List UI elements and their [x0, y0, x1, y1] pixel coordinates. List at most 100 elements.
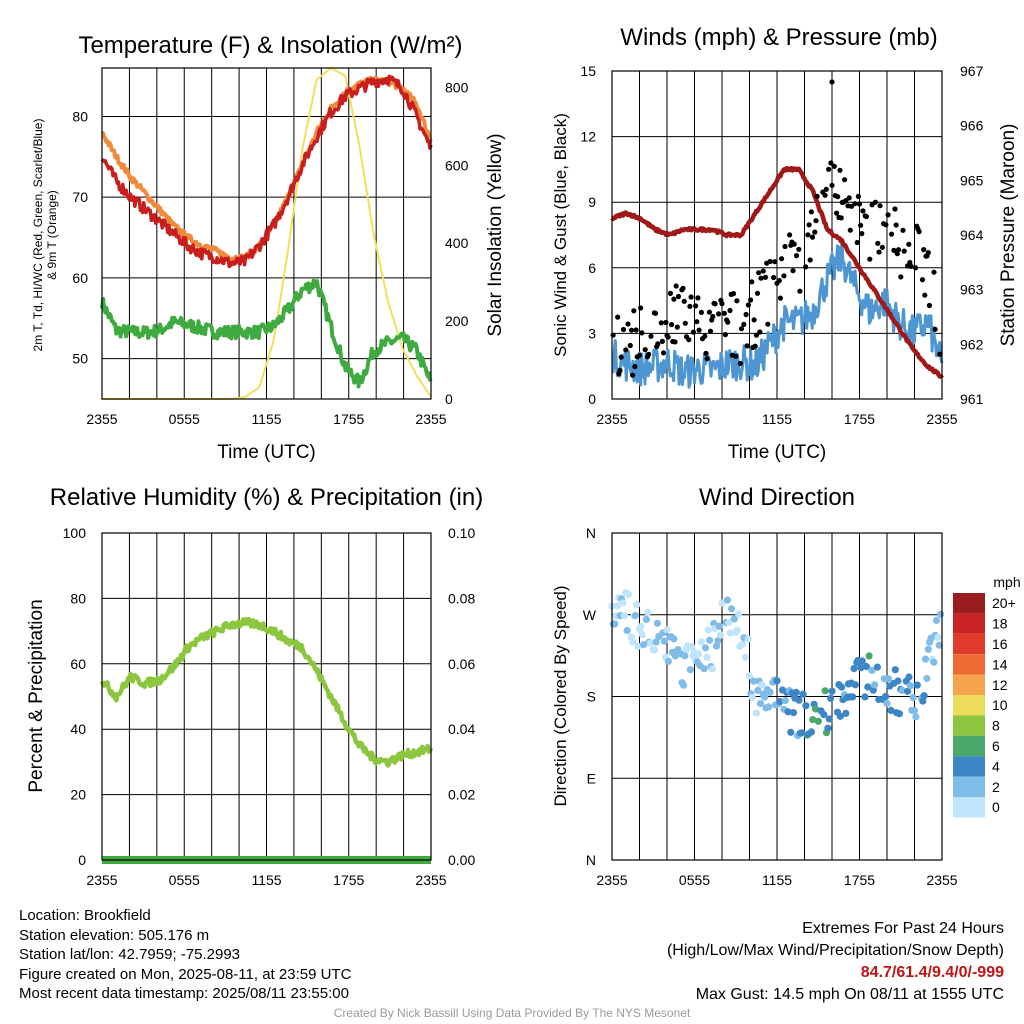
direction-point — [868, 666, 876, 675]
temp-plot-border — [101, 67, 432, 400]
direction-point — [776, 698, 784, 706]
direction-point — [869, 686, 877, 694]
gust-point — [690, 329, 697, 335]
gust-point — [860, 208, 866, 214]
direction-point — [756, 699, 765, 708]
dir-ytick-label: E — [587, 770, 596, 786]
temp-xtick-label: 1755 — [333, 411, 364, 427]
dir-xtick-label: 2355 — [596, 872, 627, 888]
colorbar-label: 20+ — [992, 595, 1016, 611]
direction-point — [695, 650, 703, 658]
direction-point — [726, 629, 734, 637]
gust-point — [737, 360, 743, 367]
direction-point — [642, 615, 651, 624]
direction-point — [634, 642, 642, 650]
direction-point — [611, 620, 619, 628]
wind-ytick-label: 15 — [580, 63, 596, 79]
gust-point — [847, 227, 853, 233]
direction-point — [739, 640, 747, 648]
direction-point — [919, 697, 927, 705]
precip-ytick-label: 0.00 — [448, 852, 475, 868]
direction-point — [679, 681, 688, 689]
gust-point — [777, 295, 784, 301]
dewpoint-line — [100, 278, 433, 389]
gust-point — [734, 298, 740, 304]
gust-point — [895, 247, 902, 253]
direction-point — [895, 710, 904, 718]
precip-ytick-label: 0.08 — [448, 590, 475, 606]
direction-point — [631, 611, 640, 620]
direction-point — [703, 653, 711, 662]
direction-point — [883, 699, 891, 708]
gust-point — [863, 213, 870, 220]
temp-ytick-label: 50 — [72, 351, 88, 367]
direction-point — [857, 664, 865, 672]
dir-xtick-label: 2355 — [926, 872, 957, 888]
gust-point — [615, 314, 621, 320]
gust-point — [628, 327, 635, 333]
gust-point — [633, 327, 639, 333]
colorbar: 20+ 18 16 14 12 10 8 6 4 2 0 mph — [953, 574, 1021, 818]
created-text: Figure created on Mon, 2025-08-11, at 23… — [19, 965, 352, 983]
direction-point — [646, 639, 655, 647]
gust-point — [856, 201, 863, 207]
gust-point — [671, 296, 677, 302]
gust-point — [719, 301, 725, 307]
direction-point — [773, 677, 781, 685]
temp-xlabel: Time (UTC) — [217, 442, 316, 463]
gust-point — [779, 256, 785, 262]
rh-ytick-label: 100 — [63, 525, 87, 541]
wind-ytick-label: 3 — [588, 325, 596, 341]
gust-point — [672, 339, 678, 345]
colorbar-label: 18 — [992, 616, 1008, 632]
direction-point — [935, 641, 943, 649]
gust-point — [610, 332, 616, 338]
colorbar-swatch — [953, 735, 985, 757]
gust-point — [665, 334, 671, 340]
direction-point — [862, 662, 871, 671]
dir-ytick-label: N — [586, 852, 596, 868]
gust-point — [919, 277, 926, 283]
colorbar-label: 14 — [992, 656, 1008, 672]
gust-point — [681, 298, 687, 304]
gust-point — [762, 274, 769, 280]
gust-point — [748, 297, 754, 303]
max-gust-point — [829, 79, 835, 85]
gust-point — [698, 309, 705, 315]
rh-xtick-label: 1755 — [333, 872, 364, 888]
gust-point — [889, 231, 895, 237]
gust-point — [814, 193, 820, 199]
insolation-ytick-label: 400 — [445, 235, 469, 251]
gust-point — [727, 307, 733, 314]
direction-point — [838, 683, 846, 691]
gust-point — [751, 317, 757, 323]
gust-point — [781, 273, 787, 279]
recent-data-text: Most recent data timestamp: 2025/08/11 2… — [19, 985, 349, 1002]
gust-point — [925, 250, 931, 256]
insolation-ytick-label: 800 — [445, 79, 469, 95]
gust-point — [722, 332, 729, 338]
direction-point — [733, 626, 741, 634]
gust-point — [842, 177, 848, 183]
direction-point — [758, 681, 766, 689]
direction-point — [700, 665, 708, 673]
gust-point — [712, 301, 718, 307]
gust-point — [725, 319, 731, 325]
direction-point — [745, 672, 754, 680]
direction-point — [752, 709, 761, 717]
temp-ylabel-line2: & 9m T (Orange) — [45, 190, 59, 280]
extremes-subtitle: (High/Low/Max Wind/Precipitation/Snow De… — [666, 942, 1004, 959]
gust-point — [805, 232, 811, 238]
gust-point — [618, 354, 624, 360]
gust-point — [797, 288, 803, 294]
gust-point — [696, 327, 702, 333]
gust-point — [913, 265, 919, 271]
gust-point — [632, 364, 638, 370]
direction-point — [937, 610, 945, 618]
gust-point — [669, 322, 675, 328]
wind-plot-border — [611, 70, 943, 400]
direction-point — [871, 681, 879, 689]
pressure-ytick-label: 963 — [960, 282, 984, 298]
direction-point — [898, 686, 906, 695]
colorbar-swatch — [953, 715, 985, 736]
